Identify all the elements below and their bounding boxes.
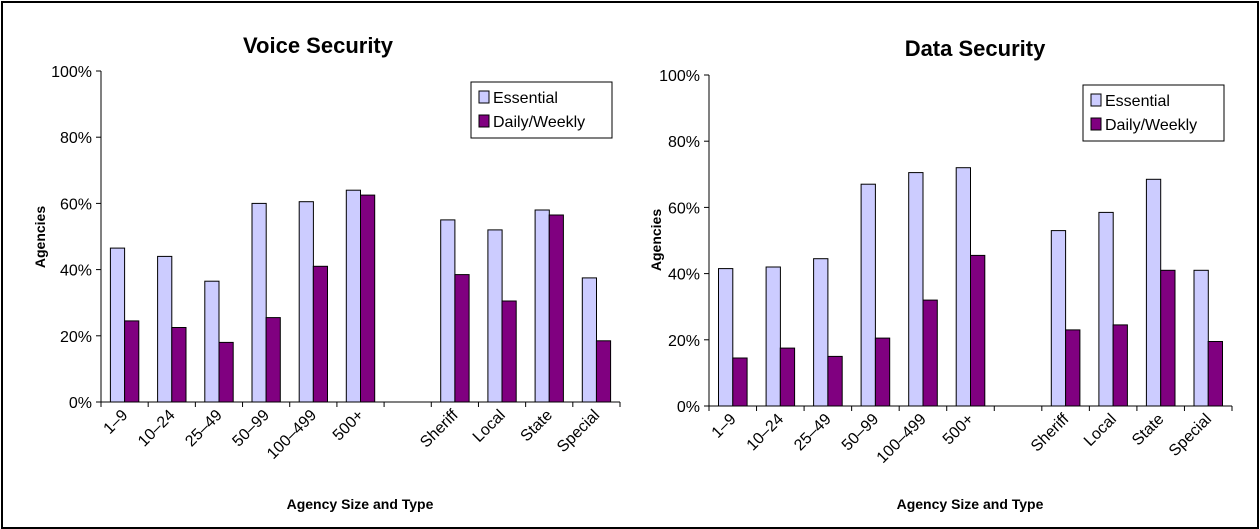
bar-daily-weekly-1 bbox=[171, 327, 187, 403]
y-tick-label: 0% bbox=[69, 395, 92, 412]
y-tick-label: 60% bbox=[60, 196, 92, 213]
bar-daily-weekly-10 bbox=[595, 340, 612, 403]
bar-essential-7 bbox=[440, 219, 456, 403]
bar-essential-0 bbox=[109, 247, 126, 403]
y-tick-label: 40% bbox=[60, 263, 92, 280]
x-axis-label: Agency Size and Type bbox=[287, 496, 434, 512]
bar-daily-weekly-5 bbox=[360, 194, 376, 403]
x-tick-label: Local bbox=[470, 407, 509, 446]
y-axis-label: Agencies bbox=[648, 209, 664, 271]
y-tick-label: 0% bbox=[677, 399, 700, 416]
x-tick-label: 50–99 bbox=[839, 411, 883, 455]
bar-essential-0 bbox=[718, 268, 734, 407]
y-axis-label: Agencies bbox=[32, 206, 48, 268]
x-tick-label: Local bbox=[1081, 411, 1120, 450]
bar-daily-weekly-7 bbox=[1065, 329, 1081, 407]
bar-daily-weekly-4 bbox=[922, 299, 938, 407]
bar-essential-8 bbox=[487, 229, 503, 403]
legend-label-essential: Essential bbox=[493, 90, 558, 107]
y-tick-label: 40% bbox=[668, 267, 700, 284]
legend-swatch-essential bbox=[478, 90, 490, 104]
bar-daily-weekly-10 bbox=[1207, 341, 1223, 407]
bar-daily-weekly-7 bbox=[454, 274, 470, 403]
bar-daily-weekly-8 bbox=[501, 300, 517, 403]
y-tick-label: 100% bbox=[659, 68, 700, 85]
bar-daily-weekly-3 bbox=[265, 317, 281, 403]
bar-essential-5 bbox=[955, 167, 972, 407]
bar-essential-2 bbox=[813, 258, 829, 407]
y-tick-label: 80% bbox=[60, 130, 92, 147]
chart-2: Data Security Agencies Agency Size and Typ… bbox=[648, 36, 1233, 512]
y-tick-label: 20% bbox=[60, 329, 92, 346]
x-tick-label: State bbox=[1129, 411, 1168, 450]
bar-daily-weekly-1 bbox=[779, 347, 796, 407]
bar-essential-9 bbox=[1145, 178, 1162, 407]
y-tick-label: 100% bbox=[51, 64, 92, 81]
x-tick-label: 1–9 bbox=[101, 407, 132, 438]
bar-essential-2 bbox=[204, 280, 220, 403]
bar-essential-8 bbox=[1098, 211, 1114, 407]
bar-essential-1 bbox=[765, 266, 781, 407]
y-tick-label: 20% bbox=[668, 333, 700, 350]
y-tick-label: 60% bbox=[668, 200, 700, 217]
bar-essential-10 bbox=[581, 277, 597, 403]
bar-daily-weekly-9 bbox=[1160, 269, 1176, 407]
x-tick-label: Special bbox=[554, 407, 603, 456]
x-tick-label: State bbox=[518, 407, 557, 446]
bar-daily-weekly-8 bbox=[1112, 324, 1128, 407]
bar-daily-weekly-2 bbox=[827, 355, 843, 407]
legend: Essential Daily/Weekly bbox=[470, 81, 613, 139]
x-tick-label: 50–99 bbox=[229, 407, 273, 451]
legend-label-daily-weekly: Daily/Weekly bbox=[1105, 117, 1197, 134]
bar-essential-3 bbox=[251, 202, 267, 403]
bar-essential-10 bbox=[1193, 269, 1209, 407]
bar-daily-weekly-5 bbox=[970, 254, 986, 407]
bar-essential-5 bbox=[345, 189, 361, 403]
legend-box bbox=[470, 81, 613, 139]
bar-daily-weekly-3 bbox=[874, 337, 891, 407]
chart-title: Data Security bbox=[905, 36, 1046, 61]
x-tick-label: 1–9 bbox=[709, 411, 740, 442]
x-tick-label: 100–499 bbox=[874, 411, 930, 467]
x-tick-label: 100–499 bbox=[264, 407, 320, 463]
x-tick-label: 500+ bbox=[330, 407, 368, 445]
bar-essential-7 bbox=[1050, 230, 1067, 407]
legend-label-daily-weekly: Daily/Weekly bbox=[493, 114, 585, 131]
legend-label-essential: Essential bbox=[1105, 93, 1170, 110]
chart-title: Voice Security bbox=[243, 33, 394, 58]
x-tick-label: 10–24 bbox=[135, 407, 179, 451]
x-tick-label: 10–24 bbox=[744, 411, 788, 455]
x-tick-label: 25–49 bbox=[791, 411, 835, 455]
chart-1: Voice Security Agencies Agency Size and Ty… bbox=[32, 33, 621, 512]
bar-daily-weekly-9 bbox=[548, 214, 564, 403]
legend-swatch-daily-weekly bbox=[478, 114, 490, 128]
bar-daily-weekly-0 bbox=[732, 357, 748, 407]
y-tick-label: 80% bbox=[668, 134, 700, 151]
bar-essential-4 bbox=[908, 172, 924, 407]
legend-box bbox=[1082, 84, 1225, 142]
bar-essential-1 bbox=[157, 255, 173, 403]
bar-essential-4 bbox=[298, 201, 314, 403]
legend: Essential Daily/Weekly bbox=[1082, 84, 1225, 142]
x-axis-label: Agency Size and Type bbox=[897, 496, 1044, 512]
x-tick-label: Special bbox=[1166, 411, 1215, 460]
x-tick-label: 25–49 bbox=[182, 407, 226, 451]
x-tick-label: Sheriff bbox=[417, 406, 462, 451]
bar-daily-weekly-4 bbox=[312, 265, 328, 403]
legend-swatch-essential bbox=[1090, 93, 1102, 107]
bar-daily-weekly-0 bbox=[124, 320, 140, 403]
bar-daily-weekly-2 bbox=[218, 341, 234, 403]
legend-swatch-daily-weekly bbox=[1090, 117, 1102, 131]
x-tick-label: 500+ bbox=[940, 411, 978, 449]
x-tick-label: Sheriff bbox=[1028, 410, 1073, 455]
bar-essential-9 bbox=[534, 209, 550, 403]
bar-essential-3 bbox=[860, 183, 876, 407]
